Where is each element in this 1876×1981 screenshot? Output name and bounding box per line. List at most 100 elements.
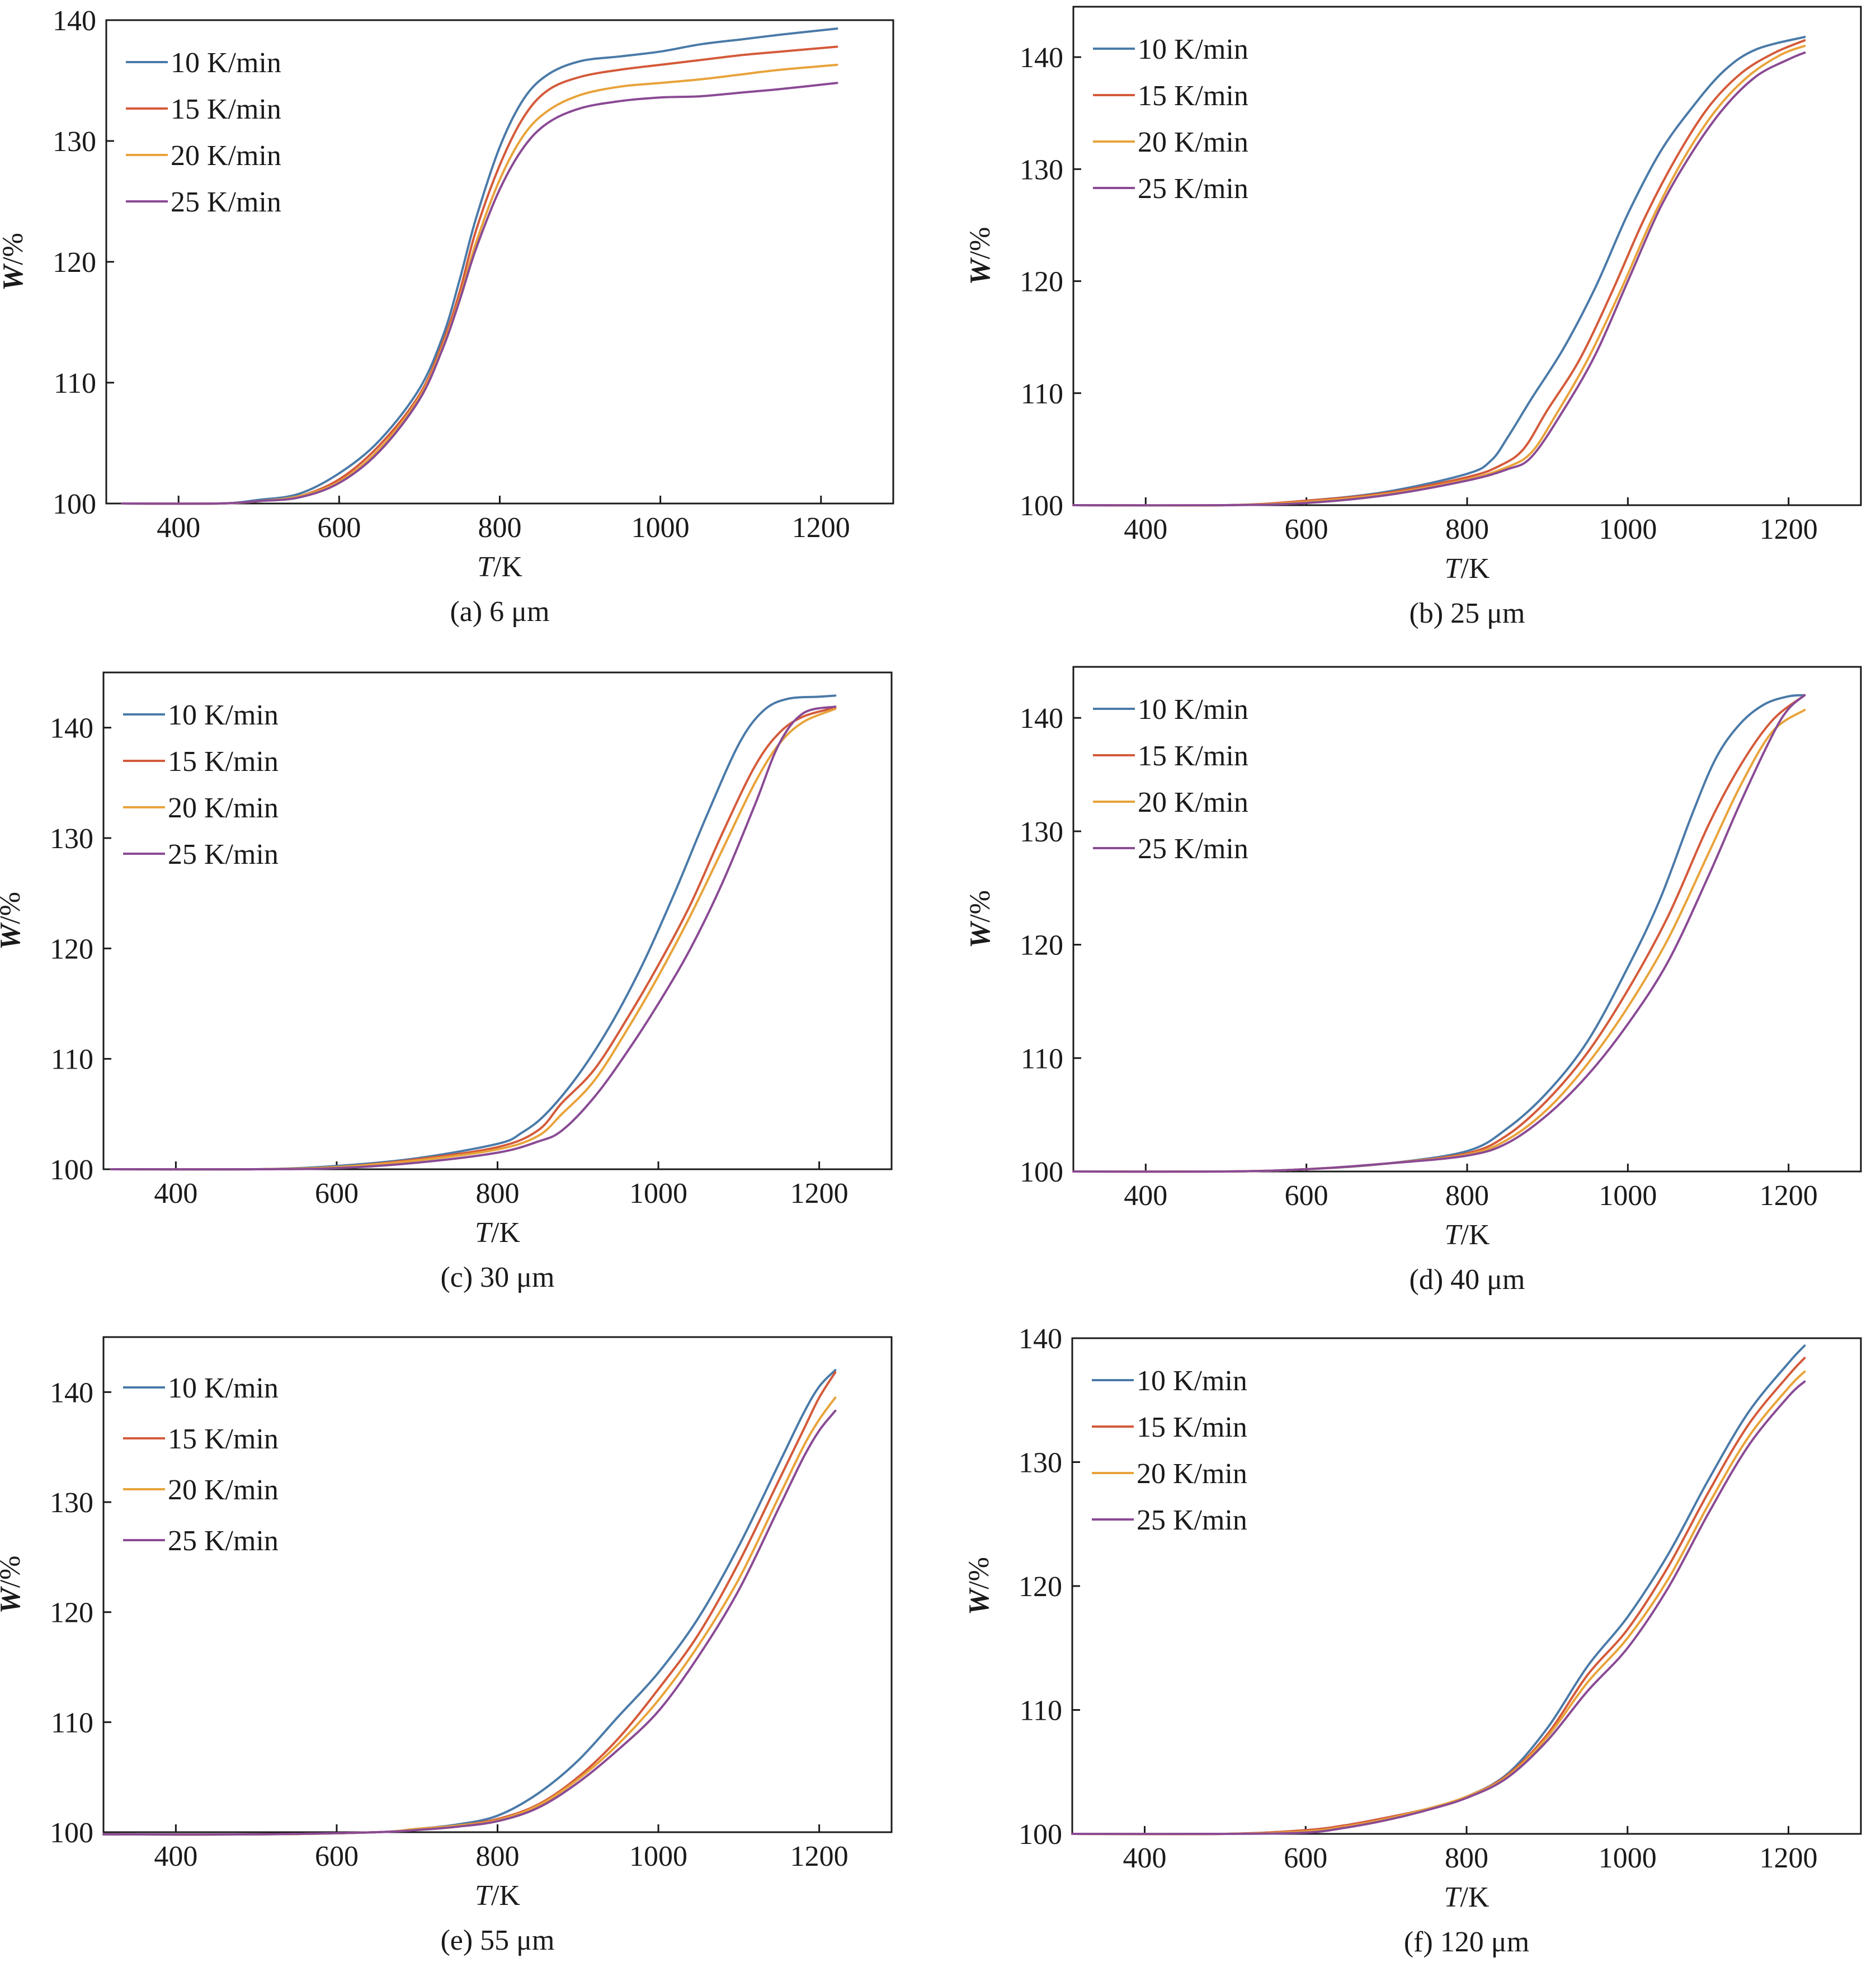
- y-axis-label-e: W/%: [0, 1555, 26, 1613]
- y-axis-label-c: W/%: [0, 892, 26, 950]
- series-line-e-20kmin: [102, 1396, 837, 1836]
- legend-label-b-0: 10 K/min: [1138, 34, 1248, 65]
- x-axis-unit-d: /K: [1460, 1219, 1490, 1251]
- y-tick-label-f-100: 100: [1019, 1819, 1062, 1851]
- plot-frame-a: [105, 19, 894, 505]
- x-tick-label-a-400: 400: [157, 512, 200, 544]
- legend-label-a-1: 15 K/min: [171, 93, 281, 125]
- legend-item-b-3: 25 K/min: [1093, 173, 1248, 205]
- y-axis-unit-e: /%: [0, 1555, 26, 1588]
- legend-item-f-1: 15 K/min: [1092, 1411, 1247, 1443]
- y-axis-label-b: W/%: [964, 227, 996, 285]
- chart-svg-e: 400 600 800 1000 1200 100 110 120 130 140 10 K/min…: [0, 1336, 893, 1956]
- legend-item-b-2: 20 K/min: [1093, 126, 1248, 158]
- x-axis-label-b: T/K: [1445, 553, 1490, 585]
- legend-label-b-2: 20 K/min: [1138, 126, 1248, 158]
- x-tick-label-c-1000: 1000: [629, 1178, 687, 1210]
- x-tick-label-f-400: 400: [1123, 1842, 1166, 1874]
- legend-label-a-2: 20 K/min: [171, 140, 281, 172]
- x-axis-label-e: T/K: [475, 1880, 520, 1912]
- legend-label-d-1: 15 K/min: [1138, 740, 1248, 772]
- x-tick-label-a-1200: 1200: [792, 512, 850, 544]
- x-axis-var-a: T: [477, 551, 495, 583]
- x-axis-unit-e: /K: [491, 1880, 520, 1912]
- y-axis-unit-b: /%: [964, 227, 996, 259]
- y-tick-label-f-110: 110: [1020, 1695, 1062, 1727]
- x-axis-var-f: T: [1444, 1881, 1462, 1913]
- legend-item-a-1: 15 K/min: [126, 93, 281, 125]
- series-line-a-20kmin: [121, 63, 838, 505]
- y-tick-label-a-110: 110: [54, 368, 96, 399]
- series-line-a-25kmin: [121, 82, 838, 505]
- legend-item-b-1: 15 K/min: [1093, 80, 1248, 112]
- x-tick-label-f-1000: 1000: [1599, 1842, 1657, 1874]
- chart-panel-d: 400 600 800 1000 1200 100 110 120 130 140 10 K/min…: [938, 660, 1876, 1320]
- x-tick-label-b-600: 600: [1285, 514, 1328, 545]
- panel-caption-b: (b) 25 μm: [1410, 597, 1525, 629]
- y-tick-label-b-110: 110: [1021, 378, 1063, 410]
- y-axis-label-a: W/%: [0, 233, 29, 291]
- legend-label-d-0: 10 K/min: [1138, 694, 1248, 726]
- legend-item-f-2: 20 K/min: [1092, 1458, 1247, 1490]
- x-tick-label-b-400: 400: [1124, 514, 1167, 545]
- legend-label-f-3: 25 K/min: [1137, 1504, 1247, 1536]
- legend-item-c-0: 10 K/min: [123, 699, 279, 731]
- legend-label-e-3: 25 K/min: [168, 1525, 279, 1557]
- legend-label-d-3: 25 K/min: [1138, 833, 1248, 865]
- x-tick-label-d-1200: 1200: [1760, 1180, 1818, 1212]
- legend-item-a-3: 25 K/min: [126, 186, 281, 218]
- legend-label-e-1: 15 K/min: [168, 1423, 279, 1455]
- x-tick-label-e-400: 400: [154, 1841, 197, 1872]
- x-tick-label-f-600: 600: [1284, 1842, 1327, 1874]
- legend-item-e-1: 15 K/min: [123, 1423, 279, 1455]
- legend-label-d-2: 20 K/min: [1138, 787, 1248, 818]
- y-tick-label-c-130: 130: [50, 823, 93, 855]
- y-tick-label-e-140: 140: [50, 1377, 93, 1409]
- x-axis-label-c: T/K: [475, 1217, 520, 1249]
- y-axis-var-a: W: [0, 263, 29, 291]
- y-tick-label-b-130: 130: [1020, 154, 1063, 186]
- legend-label-f-2: 20 K/min: [1137, 1458, 1247, 1490]
- chart-svg-a: 400 600 800 1000 1200 100 110 120 130 140 10 K/min…: [0, 5, 894, 628]
- legend-item-b-0: 10 K/min: [1093, 34, 1248, 65]
- panel-caption-f: (f) 120 μm: [1404, 1926, 1529, 1958]
- y-tick-label-c-110: 110: [51, 1044, 93, 1076]
- y-tick-label-a-100: 100: [53, 488, 96, 520]
- x-tick-label-b-800: 800: [1445, 514, 1489, 545]
- panel-caption-a: (a) 6 μm: [450, 596, 549, 628]
- y-tick-label-d-110: 110: [1021, 1043, 1063, 1075]
- x-axis-var-d: T: [1445, 1219, 1463, 1251]
- legend-item-e-0: 10 K/min: [123, 1372, 279, 1404]
- y-axis-var-f: W: [963, 1587, 995, 1615]
- legend-item-f-0: 10 K/min: [1092, 1365, 1247, 1397]
- x-axis-unit-a: /K: [493, 551, 522, 583]
- y-axis-var-b: W: [964, 257, 996, 285]
- y-tick-label-a-130: 130: [53, 126, 96, 158]
- legend-item-a-2: 20 K/min: [126, 140, 281, 172]
- chart-panel-b: 400 600 800 1000 1200 100 110 120 130 140 10 K/min…: [938, 0, 1876, 660]
- x-tick-label-c-600: 600: [315, 1178, 359, 1210]
- y-tick-label-a-140: 140: [53, 5, 96, 37]
- legend-item-a-0: 10 K/min: [126, 47, 281, 79]
- x-tick-label-c-400: 400: [154, 1178, 197, 1210]
- y-tick-label-c-120: 120: [50, 933, 93, 965]
- x-axis-unit-b: /K: [1460, 553, 1490, 585]
- x-tick-label-e-800: 800: [476, 1841, 520, 1872]
- legend-label-c-3: 25 K/min: [168, 839, 279, 870]
- y-tick-label-e-130: 130: [50, 1487, 93, 1519]
- legend-item-c-2: 20 K/min: [123, 792, 279, 824]
- y-tick-label-d-100: 100: [1020, 1156, 1063, 1188]
- legend-item-d-0: 10 K/min: [1093, 694, 1248, 726]
- chart-svg-c: 400 600 800 1000 1200 100 110 120 130 140 10 K/min…: [0, 671, 893, 1293]
- chart-svg-f: 400 600 800 1000 1200 100 110 120 130 140 10 K/min…: [963, 1323, 1862, 1958]
- chart-svg-b: 400 600 800 1000 1200 100 110 120 130 140 10 K/min…: [964, 6, 1862, 629]
- plot-frame-e: [102, 1336, 893, 1833]
- legend-item-c-1: 15 K/min: [123, 746, 279, 778]
- y-tick-label-f-130: 130: [1019, 1447, 1062, 1479]
- y-tick-label-b-120: 120: [1020, 266, 1063, 298]
- y-axis-unit-c: /%: [0, 892, 26, 924]
- y-tick-label-d-120: 120: [1020, 930, 1063, 962]
- y-axis-var-c: W: [0, 922, 26, 950]
- chart-panel-c: 400 600 800 1000 1200 100 110 120 130 140 10 K/min…: [0, 660, 938, 1320]
- x-axis-label-f: T/K: [1444, 1881, 1490, 1913]
